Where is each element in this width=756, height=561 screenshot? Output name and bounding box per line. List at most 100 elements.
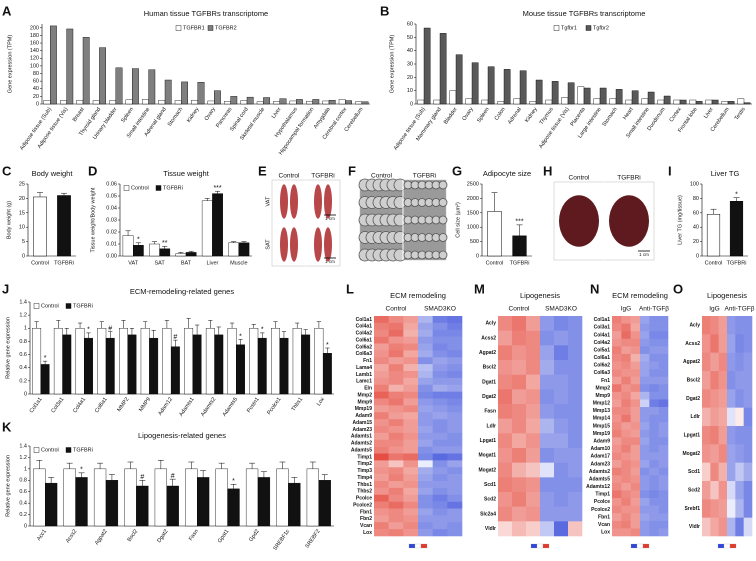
bar <box>215 468 228 527</box>
heatmap-cell <box>640 399 650 408</box>
heatmap-cell <box>710 426 719 445</box>
heatmap-cell <box>735 371 744 390</box>
bar <box>238 242 250 257</box>
y-tick-label: 0 <box>476 253 479 259</box>
heatmap-cell <box>512 345 527 361</box>
bar <box>33 196 47 257</box>
heatmap-cell <box>403 371 419 379</box>
heatmap-cell <box>374 364 389 372</box>
bar <box>641 98 649 105</box>
y-tick-label: 0.4 <box>19 501 27 507</box>
heatmap-cell <box>621 475 631 484</box>
colorbar-swatch <box>536 543 544 549</box>
y-tick-label: 1.4 <box>19 443 27 449</box>
panel-letter: J <box>2 281 9 296</box>
heatmap-cell <box>418 329 433 337</box>
y-tick-label: 0 <box>22 253 25 259</box>
heatmap-cell <box>649 391 659 400</box>
significance-mark: * <box>87 327 90 334</box>
row-label: Pcolce2 <box>353 502 372 508</box>
legend-swatch <box>553 25 560 31</box>
heatmap-cell <box>630 376 641 385</box>
y-tick-label: 1500 <box>467 210 479 216</box>
heatmap-cell <box>447 508 463 516</box>
bar <box>213 90 221 105</box>
x-tick-label: Spleen <box>120 107 135 124</box>
heatmap-cell <box>526 418 541 434</box>
heatmap-cell <box>374 426 389 434</box>
tissue <box>280 227 288 262</box>
heatmap-cell <box>418 426 433 434</box>
bar <box>63 468 76 527</box>
y-tick-label: 0.2 <box>19 378 27 384</box>
x-tick-label: TGFBRi <box>727 260 747 266</box>
heatmap-cell <box>418 322 433 331</box>
x-tick-label: Adipose tissue (Vis) <box>538 106 571 149</box>
bar <box>256 101 264 105</box>
legend-swatch <box>33 447 40 453</box>
heatmap-cell <box>388 329 404 337</box>
heatmap-cell <box>388 391 404 399</box>
heatmap-cell <box>621 414 631 423</box>
heatmap-cell <box>640 346 650 355</box>
y-tick-label: 25 <box>19 181 25 187</box>
heatmap-cell <box>621 369 631 377</box>
heatmap-cell <box>630 316 641 324</box>
heatmap-cell <box>447 515 463 523</box>
heatmap-cell <box>710 444 719 463</box>
heatmap-cell <box>649 399 659 408</box>
heatmap-cell <box>432 501 448 509</box>
heatmap-cell <box>735 499 744 518</box>
heatmap-cell <box>554 521 569 537</box>
heatmap-cell <box>727 389 736 408</box>
row-label: Vcan <box>598 522 610 528</box>
colorbar-swatch <box>723 543 731 549</box>
heatmap-cell <box>540 448 555 463</box>
heatmap-cell <box>554 462 569 478</box>
scale-bar-label: 1 cm <box>639 252 649 257</box>
heatmap-cell <box>447 364 463 372</box>
heatmap-cell <box>403 322 419 331</box>
row-label: Col4a1 <box>356 324 373 330</box>
legend-label: Control <box>41 447 59 453</box>
bar <box>84 337 93 395</box>
heatmap-cell <box>418 419 433 427</box>
heatmap-cell <box>403 377 419 386</box>
bar <box>201 200 213 257</box>
y-tick-label: 5 <box>22 239 25 245</box>
heatmap-cell <box>403 384 419 392</box>
row-label: Acly <box>689 322 700 328</box>
bar <box>561 97 569 105</box>
row-label: Slc2a4 <box>480 511 496 517</box>
row-label: Col6a1 <box>356 337 373 343</box>
heatmap-cell <box>649 338 659 347</box>
chart-title: Mouse tissue TGFBRs transcriptome <box>523 9 646 18</box>
photo-row-label: SAT <box>265 239 271 250</box>
heatmap-cell <box>735 316 744 335</box>
heatmap-cell <box>432 350 448 358</box>
bar <box>228 242 239 257</box>
legend-swatch <box>207 25 214 31</box>
bar <box>76 99 84 105</box>
colorbar-swatch <box>636 543 644 549</box>
heatmap-cell <box>432 426 448 434</box>
heatmap-cell <box>388 467 404 475</box>
heatmap-cell <box>432 384 448 392</box>
bar <box>455 54 463 105</box>
group-label: Control <box>509 306 531 313</box>
chart-title: Lipogenesis <box>520 291 560 300</box>
bar <box>289 100 297 105</box>
heatmap-cell <box>658 361 669 370</box>
heatmap-cell <box>403 501 419 509</box>
heatmap-cell <box>612 422 622 431</box>
y-tick-label: 0.04 <box>106 205 117 211</box>
heatmap-cell <box>374 460 389 468</box>
tissue <box>324 227 332 262</box>
heatmap-cell <box>621 399 631 408</box>
legend-label: Control <box>41 303 59 309</box>
heatmap-cell <box>418 364 433 372</box>
heatmap-cell <box>374 515 389 523</box>
row-label: Mmp15 <box>593 423 610 429</box>
heatmap-cell <box>621 482 631 491</box>
heatmap-cell <box>374 481 389 489</box>
